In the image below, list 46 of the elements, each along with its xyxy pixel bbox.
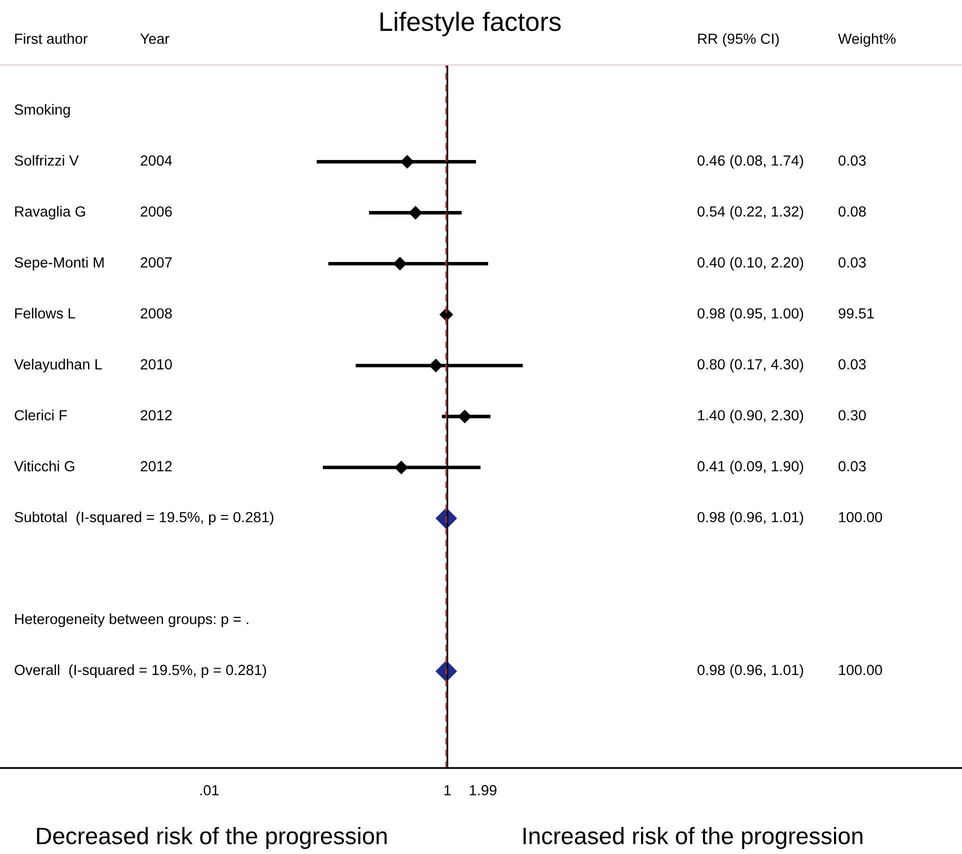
annotation: 100.00 (839, 512, 882, 522)
annotation: 1.40 (0.90, 2.30) (698, 410, 804, 424)
annotation: 0.54 (0.22, 1.32) (698, 206, 804, 220)
y-tick-label: Fellows L (15, 308, 76, 319)
y-tick-label: Subtotal (I-squared = 19.5%, p = 0.281) (14, 512, 274, 526)
y-tick-label: Viticchi G (14, 460, 74, 472)
annotation: 0.40 (0.10, 2.20) (698, 256, 804, 270)
annotation: 0.41 (0.09, 1.90) (698, 460, 804, 474)
annotation: 2012 (140, 461, 172, 472)
annotation: 0.98 (0.96, 1.01) (698, 512, 804, 526)
annotation: 0.03 (838, 461, 866, 472)
y-tick-label: Ravaglia G (15, 206, 86, 220)
x-tick-label: 1.99 (470, 785, 496, 796)
x-tick-label: .01 (200, 785, 219, 796)
annotation: 0.03 (838, 257, 866, 268)
text: RR (95% CI) (698, 33, 779, 47)
y-tick-label: Smoking (14, 104, 70, 118)
text: First author (15, 33, 88, 44)
annotation: 2008 (140, 308, 172, 319)
text: Decreased risk of the progression (37, 826, 387, 850)
annotation: 99.51 (838, 308, 874, 319)
annotation: 0.98 (0.96, 1.01) (698, 664, 804, 678)
y-tick-label: Overall (I-squared = 19.5%, p = 0.281) (14, 664, 266, 678)
y-tick-label: Velayudhan L (14, 358, 102, 372)
y-tick-label: Heterogeneity between groups: p = . (15, 613, 248, 628)
text: Year (140, 34, 170, 44)
annotation: 2007 (140, 257, 172, 268)
text: Weight% (838, 33, 896, 47)
text: Increased risk of the progression (524, 826, 862, 850)
annotation: 0.98 (0.95, 1.00) (698, 308, 804, 322)
annotation: 0.08 (838, 206, 866, 217)
annotation: 2006 (140, 206, 172, 217)
annotation: 2012 (140, 410, 172, 420)
annotation: 2004 (140, 155, 172, 166)
y-tick-label: Clerici F (14, 410, 67, 420)
y-tick-label: Sepe-Monti M (14, 256, 104, 270)
annotation: 0.30 (838, 410, 866, 420)
annotation: 0.03 (838, 359, 866, 370)
annotation: 0.03 (838, 155, 866, 166)
annotation: 100.00 (839, 664, 882, 676)
annotation: 2010 (140, 359, 172, 370)
x-tick-label: 1 (444, 785, 451, 796)
annotation: 0.80 (0.17, 4.30) (698, 358, 804, 372)
annotation: 0.46 (0.08, 1.74) (698, 154, 804, 169)
y-tick-label: Solfrizzi V (14, 154, 79, 166)
chart-title: Lifestyle factors (380, 12, 561, 36)
